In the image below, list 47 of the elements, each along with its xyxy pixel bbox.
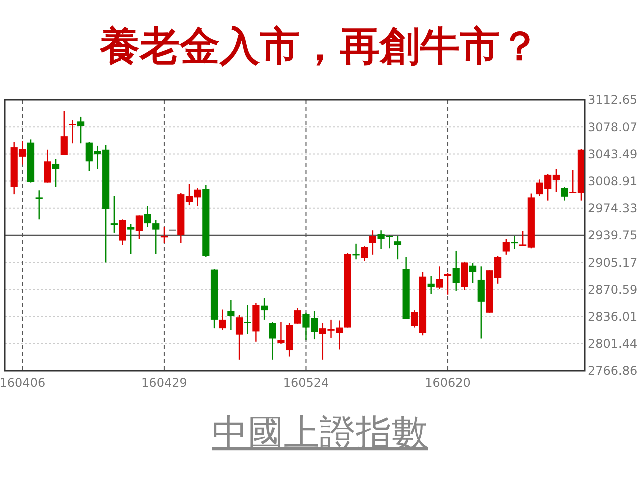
candlestick bbox=[152, 220, 160, 255]
y-tick-label: 3078.07 bbox=[588, 120, 638, 134]
y-tick-label: 3112.65 bbox=[588, 93, 638, 108]
candlestick bbox=[110, 196, 118, 234]
candlestick bbox=[294, 308, 302, 324]
y-tick-label: 3043.49 bbox=[588, 147, 638, 162]
candlestick bbox=[260, 297, 268, 321]
x-tick-label: 160429 bbox=[142, 376, 188, 390]
y-tick-label: 3008.91 bbox=[588, 174, 638, 188]
candlestick bbox=[136, 215, 143, 240]
candlestick bbox=[128, 224, 135, 255]
candlestick bbox=[236, 314, 244, 361]
candlestick bbox=[36, 190, 43, 220]
candlestick bbox=[352, 243, 360, 260]
candlestick bbox=[219, 309, 226, 331]
candlestick bbox=[444, 272, 452, 296]
y-tick-label: 2870.59 bbox=[588, 282, 638, 297]
candlestick bbox=[502, 238, 510, 256]
x-tick-label: 160524 bbox=[283, 376, 330, 390]
x-tick-label: 160406 bbox=[0, 376, 46, 390]
candlestick bbox=[469, 262, 477, 284]
candlestick bbox=[394, 235, 402, 260]
candlestick bbox=[452, 250, 460, 292]
candlestick bbox=[160, 226, 168, 244]
candlestick bbox=[78, 116, 85, 144]
y-tick-label: 2974.33 bbox=[588, 202, 638, 216]
candlestick bbox=[52, 158, 60, 188]
candlestick bbox=[144, 206, 152, 228]
candlestick bbox=[44, 149, 52, 184]
y-tick-label: 2766.86 bbox=[588, 364, 638, 378]
y-tick-label: 2836.01 bbox=[588, 310, 638, 324]
candlestick bbox=[436, 266, 444, 290]
candlestick bbox=[269, 322, 276, 361]
text: 中國上證指數 bbox=[212, 413, 428, 454]
candlestick bbox=[478, 266, 485, 340]
candlestick bbox=[561, 186, 568, 202]
y-tick-label: 2905.17 bbox=[588, 256, 638, 270]
y-tick-label: 2939.75 bbox=[588, 228, 638, 243]
candlestick bbox=[228, 300, 235, 331]
candlestick bbox=[428, 275, 435, 295]
candlestick bbox=[60, 110, 68, 156]
candlestick bbox=[119, 219, 126, 246]
candlestick bbox=[369, 230, 377, 256]
y-tick-label: 2801.44 bbox=[588, 337, 638, 352]
chart-title: 養老金入市，再創牛市？ bbox=[99, 24, 540, 70]
candlestick bbox=[361, 246, 368, 262]
x-tick-label: 160620 bbox=[425, 376, 471, 390]
